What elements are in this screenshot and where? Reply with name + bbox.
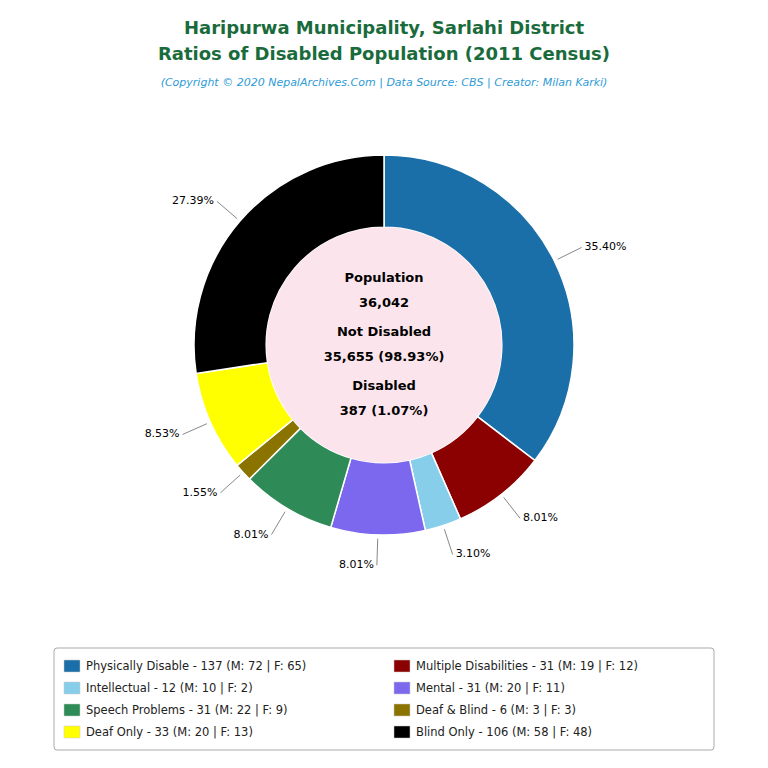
- center-text: Disabled: [352, 378, 416, 393]
- data-label: 8.01%: [234, 528, 269, 541]
- legend-label: Mental - 31 (M: 20 | F: 11): [416, 681, 565, 695]
- legend-label: Deaf Only - 33 (M: 20 | F: 13): [86, 725, 253, 739]
- leader-line: [444, 529, 452, 554]
- leader-line: [220, 475, 240, 493]
- data-labels: 35.40% 8.01% 3.10% 8.01% 8.01% 1.55% 8.53% 27.3…: [145, 194, 627, 571]
- title: Ratios of Disabled Population (2011 Cens…: [158, 43, 610, 64]
- legend: Physically Disable - 137 (M: 72 | F: 65)…: [54, 648, 714, 750]
- chart: Haripurwa Municipality, Sarlahi District…: [0, 0, 768, 768]
- subtitle: (Copyright © 2020 NepalArchives.Com | Da…: [161, 76, 608, 89]
- center-text: 36,042: [359, 295, 409, 310]
- center-circle: [266, 227, 502, 463]
- data-label: 35.40%: [585, 240, 627, 253]
- leader-line: [504, 497, 520, 518]
- leader-line: [376, 539, 378, 566]
- data-label: 8.53%: [145, 427, 180, 440]
- background: [0, 0, 768, 768]
- leader-line: [558, 247, 582, 259]
- legend-label: Blind Only - 106 (M: 58 | F: 48): [416, 725, 592, 739]
- data-label: 8.01%: [339, 558, 374, 571]
- data-label: 27.39%: [172, 194, 214, 207]
- data-label: 8.01%: [523, 511, 558, 524]
- leader-line: [217, 201, 237, 218]
- legend-swatch: [64, 682, 80, 694]
- legend-label: Deaf & Blind - 6 (M: 3 | F: 3): [416, 703, 576, 717]
- legend-swatch: [64, 704, 80, 716]
- data-label: 3.10%: [456, 547, 491, 560]
- legend-swatch: [64, 726, 80, 738]
- legend-label: Multiple Disabilities - 31 (M: 19 | F: 1…: [416, 659, 638, 673]
- center-text: Not Disabled: [337, 324, 431, 339]
- center-text: 35,655 (98.93%): [324, 349, 445, 364]
- legend-swatch: [394, 660, 410, 672]
- center-text: Population: [344, 270, 423, 285]
- legend-swatch: [394, 682, 410, 694]
- legend-label: Intellectual - 12 (M: 10 | F: 2): [86, 681, 253, 695]
- legend-frame: [54, 648, 714, 750]
- legend-swatch: [394, 726, 410, 738]
- legend-swatch: [64, 660, 80, 672]
- center-text: 387 (1.07%): [340, 403, 429, 418]
- legend-label: Speech Problems - 31 (M: 22 | F: 9): [86, 703, 288, 717]
- legend-swatch: [394, 704, 410, 716]
- title: Haripurwa Municipality, Sarlahi District: [184, 17, 585, 38]
- legend-label: Physically Disable - 137 (M: 72 | F: 65): [86, 659, 306, 673]
- data-label: 1.55%: [183, 486, 218, 499]
- leader-line: [272, 512, 286, 535]
- slices: [194, 155, 574, 535]
- leader-line: [183, 424, 207, 435]
